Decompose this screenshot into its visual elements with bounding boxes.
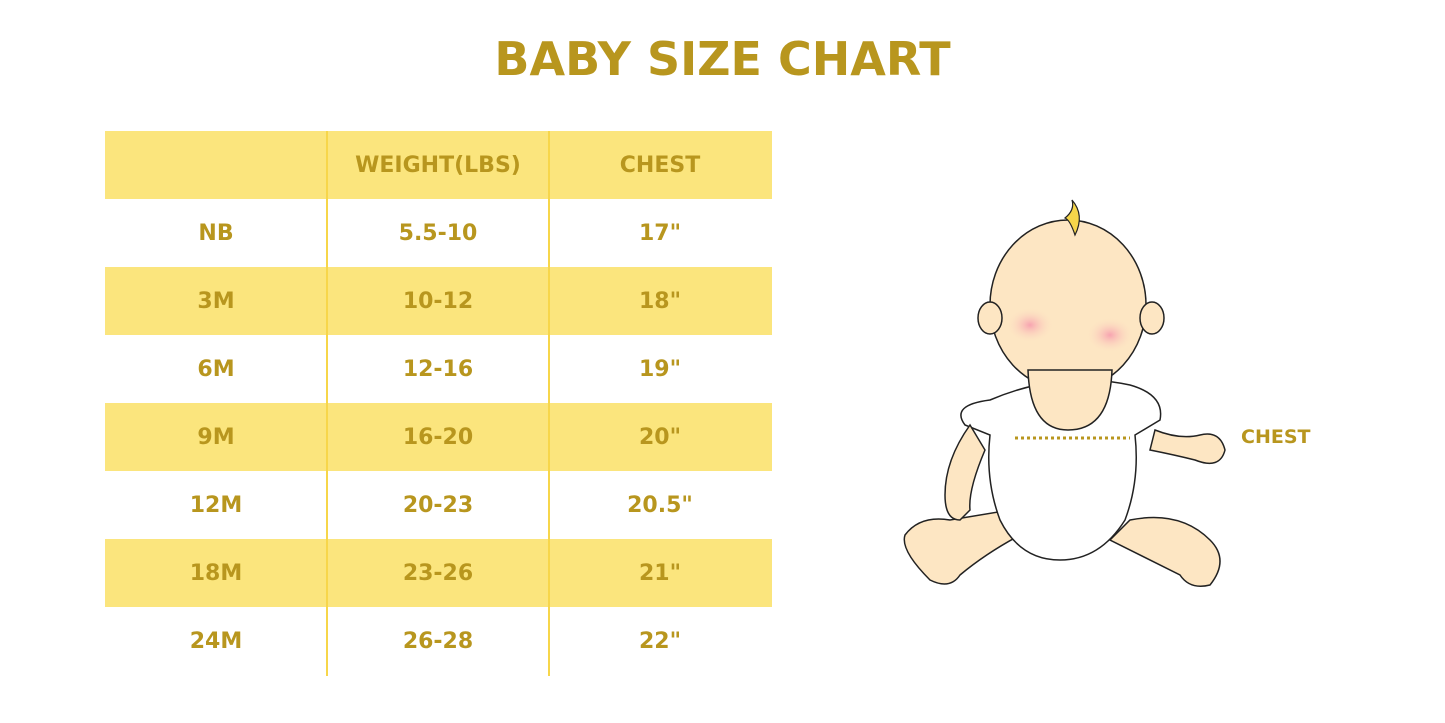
chest-cell: 22"	[638, 628, 682, 654]
size-cell: NB	[198, 220, 234, 246]
size-cell: 24M	[189, 628, 243, 654]
chest-cell: 18"	[638, 288, 682, 314]
weight-cell: 10-12	[402, 288, 474, 314]
weight-cell: 20-23	[402, 492, 474, 518]
chest-cell: 20"	[638, 424, 682, 450]
weight-cell: 12-16	[402, 356, 474, 382]
chest-cell: 20.5"	[627, 492, 693, 518]
weight-cell: 26-28	[402, 628, 474, 654]
size-cell: 3M	[197, 288, 235, 314]
table-row: 12M 20-23 20.5"	[105, 471, 772, 539]
chest-label: CHEST	[1241, 426, 1311, 448]
size-table: WEIGHT(LBS) CHEST NB 5.5-10 17" 3M 10-12…	[105, 131, 772, 675]
table-row: NB 5.5-10 17"	[105, 199, 772, 267]
weight-cell: 23-26	[402, 560, 474, 586]
size-cell: 12M	[189, 492, 243, 518]
table-row: 9M 16-20 20"	[105, 403, 772, 471]
table-row: 6M 12-16 19"	[105, 335, 772, 403]
column-divider	[548, 131, 550, 676]
weight-cell: 5.5-10	[398, 220, 478, 246]
page-title: BABY SIZE CHART	[494, 32, 951, 86]
column-divider	[326, 131, 328, 676]
table-row: 24M 26-28 22"	[105, 607, 772, 675]
baby-illustration	[903, 199, 1226, 587]
chest-cell: 17"	[638, 220, 682, 246]
size-cell: 6M	[197, 356, 235, 382]
header-cell-chest: CHEST	[619, 152, 701, 178]
chest-cell: 19"	[638, 356, 682, 382]
table-row: 3M 10-12 18"	[105, 267, 772, 335]
weight-cell: 16-20	[402, 424, 474, 450]
hair-curl-icon	[1063, 199, 1080, 237]
header-cell-weight: WEIGHT(LBS)	[355, 152, 521, 178]
size-cell: 18M	[189, 560, 243, 586]
table-header-row: WEIGHT(LBS) CHEST	[105, 131, 772, 199]
table-row: 18M 23-26 21"	[105, 539, 772, 607]
chest-cell: 21"	[638, 560, 682, 586]
size-cell: 9M	[197, 424, 235, 450]
